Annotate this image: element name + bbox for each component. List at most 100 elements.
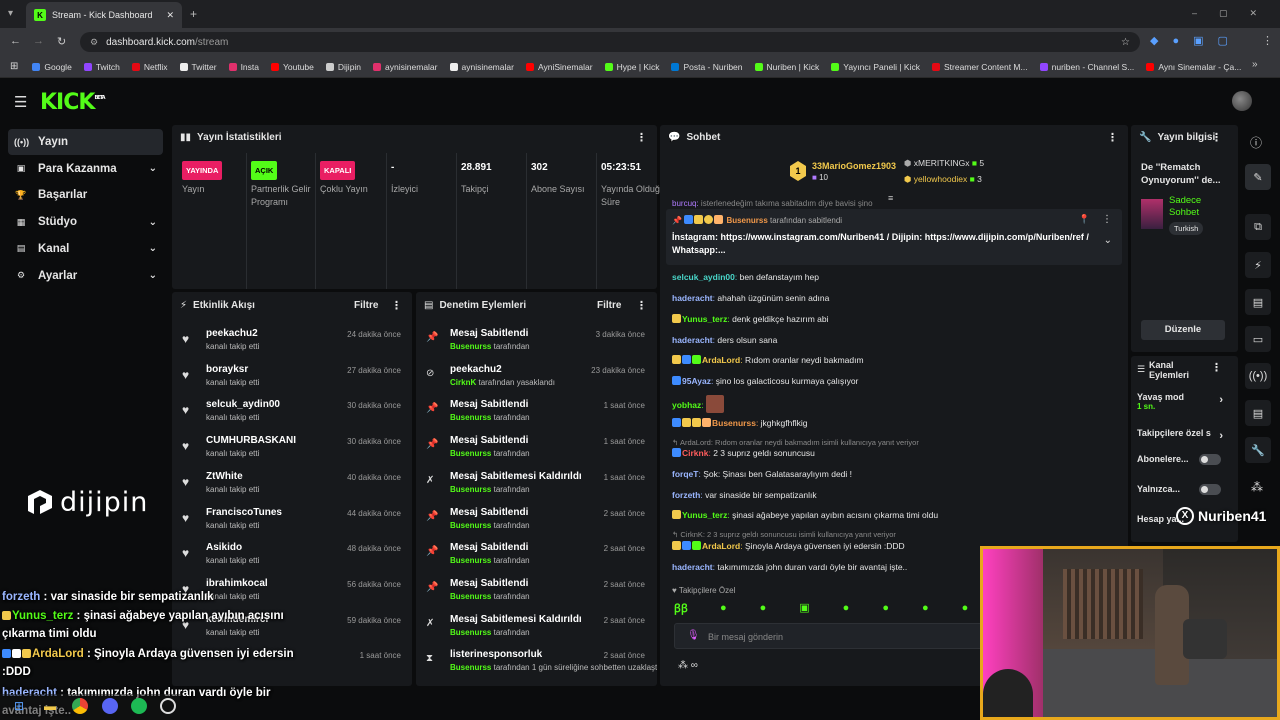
channel-action-item[interactable]: Hesap ya... [1137,514,1233,524]
bookmark-item[interactable]: Nuriben | Kick [754,62,819,72]
sidebar-item-4[interactable]: ▤ Kanal ⌄ [8,236,163,262]
chat-username[interactable]: haderacht [672,293,713,303]
bookmark-item[interactable]: Dijipin [325,62,361,72]
chevron-right-icon[interactable]: › [1219,430,1223,442]
quick-actions-icon[interactable]: ⚡ [1245,252,1271,278]
chevron-down-icon[interactable]: ⌄ [148,270,157,281]
chevron-right-icon[interactable]: › [1219,394,1223,406]
chat-message[interactable]: forqeT: Şok: Şinası ben Galatasaraylıyım… [672,468,1122,481]
spotify-icon[interactable] [131,698,147,714]
url-field[interactable]: ⚙ dashboard.kick.com/stream ☆ [80,32,1140,52]
emote-bar[interactable]: ●●▣●●●● [720,602,1002,614]
discord-icon[interactable] [102,698,118,714]
chat-username[interactable]: forqeT [672,469,699,479]
chat-username[interactable]: selcuk_aydin00 [672,272,735,282]
pinned-message[interactable]: 📌 Busenurss tarafından sabitlendi İnstag… [666,209,1122,265]
kick-logo[interactable]: KICKBETA [40,90,106,115]
apps-grid-icon[interactable]: ⊞ [10,61,19,72]
bookmark-item[interactable]: Yayıncı Paneli | Kick [831,62,920,72]
moderation-title[interactable]: Mesaj Sabitlemesi Kaldırıldı [450,613,582,625]
bookmark-item[interactable]: Hype | Kick [604,62,659,72]
obs-icon[interactable] [160,698,176,714]
activity-user[interactable]: borayksr [206,363,249,375]
notes-icon[interactable]: ▤ [1245,289,1271,315]
chat-message[interactable]: haderacht: takımımızda john duran vardı … [672,561,1122,574]
bookmark-item[interactable]: Insta [228,62,259,72]
moderation-by[interactable]: Busenurss [450,484,492,494]
moderation-title[interactable]: Mesaj Sabitlendi [450,399,529,411]
activity-user[interactable]: ZtWhite [206,470,243,482]
unpin-icon[interactable]: 📍 [1078,214,1090,224]
info-icon[interactable]: ⓘ [1250,136,1263,150]
bookmark-item[interactable]: Twitch [83,62,120,72]
microphone-icon[interactable]: 🎙 [687,630,700,641]
stats-menu-icon[interactable]: ⋮ [636,132,647,144]
chat-message[interactable]: haderacht: ders olsun sana [672,334,1122,347]
chat-username[interactable]: haderacht [672,335,713,345]
moderation-by[interactable]: CirknK [450,377,477,387]
chat-username[interactable]: forzeth [672,490,701,500]
chat-message[interactable]: Yunus_terz: denk geldikçe hazırım abi [672,313,1122,326]
moderation-title[interactable]: Mesaj Sabitlendi [450,435,529,447]
file-explorer-icon[interactable]: ▬ [44,699,56,713]
browser-menu-icon[interactable]: ⋮ [1262,35,1273,47]
hamburger-menu-icon[interactable]: ☰ [14,94,28,111]
channel-action-item[interactable]: Abonelere... [1137,454,1233,465]
bookmark-item[interactable]: Youtube [271,62,314,72]
chat-username[interactable]: Yunus_terz [682,314,728,324]
toggle-switch[interactable] [1199,454,1221,465]
bookmark-item[interactable]: aynisinemalar [373,62,438,72]
browser-tab[interactable]: K Stream - Kick Dashboard ✕ [26,2,182,28]
chat-message[interactable]: Yunus_terz: şinasi ağabeye yapılan ayıbı… [672,509,1122,522]
sidebar-item-2[interactable]: 🏆 Başarılar [8,182,163,208]
moderation-by[interactable]: Busenurss [450,663,492,673]
activity-user[interactable]: peekachu2 [206,328,258,339]
windows-start-icon[interactable]: ⊞ [14,699,25,713]
moderation-by[interactable]: Busenurss [450,556,492,566]
leaders-collapse-icon[interactable]: ≡ [888,193,894,203]
moderation-by[interactable]: Busenurss [450,627,492,637]
bookmark-item[interactable]: Posta - Nuriben [671,62,743,72]
moderation-by[interactable]: Busenurss [450,591,492,601]
chat-message[interactable]: forzeth: var sinaside bir sempatizanlık [672,489,1122,502]
moderation-by[interactable]: Busenurss [450,413,492,423]
reload-icon[interactable]: ↻ [57,36,67,48]
edit-pencil-icon[interactable]: ✎ [1245,164,1271,190]
bookmark-item[interactable]: Netflix [131,62,168,72]
activity-menu-icon[interactable]: ⋮ [391,300,402,312]
new-tab-button[interactable]: + [190,7,198,21]
moderation-title[interactable]: peekachu2 [450,363,502,375]
bookmark-item[interactable]: Streamer Content M... [931,62,1028,72]
moderation-title[interactable]: Mesaj Sabitlendi [450,328,529,339]
chat-message[interactable]: Busenurss: jkghkgfhflkig [672,417,1122,430]
moderation-by[interactable]: Busenurss [450,342,492,351]
crop-icon[interactable]: ⧉ [1245,214,1271,240]
activity-user[interactable]: FranciscoTunes [206,506,282,518]
moderation-title[interactable]: Mesaj Sabitlemesi Kaldırıldı [450,470,582,482]
chat-message[interactable]: ArdaLord: Rıdom oranlar neydi bakmadım [672,354,1122,367]
activity-user[interactable]: Asikido [206,542,243,554]
activity-user[interactable]: CUMHURBASKANI [206,435,296,447]
moderation-title[interactable]: Mesaj Sabitlendi [450,542,529,554]
forward-icon[interactable]: → [33,35,44,47]
chat-settings-icons[interactable]: ⁂ ∞ [678,660,698,671]
chat-username[interactable]: yobhaz [672,400,702,410]
activity-filter-button[interactable]: Filtre [354,300,379,311]
edit-button[interactable]: Düzenle [1141,320,1225,340]
bookmark-item[interactable]: Google [32,62,72,72]
sidebar-item-0[interactable]: ((•)) Yayın [8,129,163,155]
chat-message[interactable]: yobhaz: [672,395,1122,413]
chat-message[interactable]: selcuk_aydin00: ben defanstayım hep [672,271,1122,284]
chat-username[interactable]: ArdaLord [702,355,741,365]
chat-username[interactable]: 95Ayaz [682,376,711,386]
site-info-icon[interactable]: ⚙ [90,36,99,47]
bookmark-item[interactable]: AyniSinemalar [525,62,593,72]
leader-3[interactable]: ⬢ yellowhoodiex ■ 3 [904,174,982,185]
moderation-by[interactable]: Busenurss [450,449,492,459]
tab-search-icon[interactable]: ▾ [8,8,14,19]
moderation-title[interactable]: Mesaj Sabitlendi [450,577,529,589]
bookmark-star-icon[interactable]: ☆ [1121,36,1130,48]
channel-action-item[interactable]: Yalnızca... [1137,484,1233,495]
window-controls[interactable]: –▢✕ [1192,8,1280,18]
moderation-by[interactable]: Busenurss [450,520,492,530]
